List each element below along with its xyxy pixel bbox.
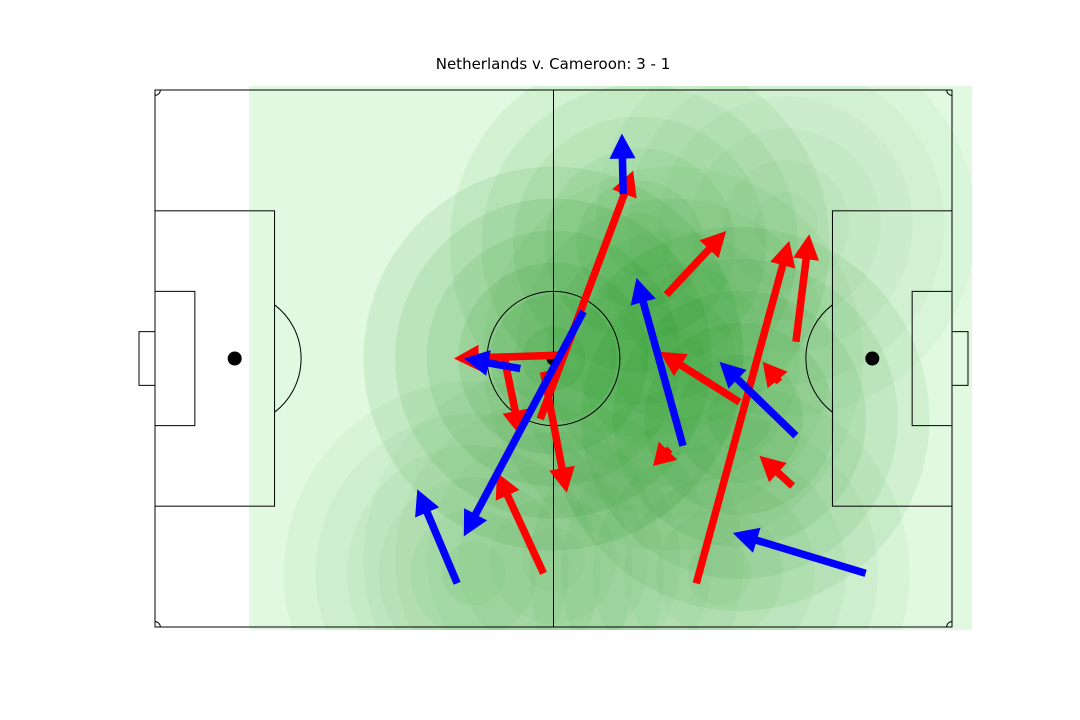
- left-goal: [138, 331, 156, 386]
- corner-arc: [154, 89, 161, 96]
- density-contour: [544, 148, 735, 341]
- pass-arrow: [500, 354, 528, 436]
- pass-arrow: [463, 309, 587, 537]
- density-layer: [249, 86, 972, 630]
- density-base: [249, 86, 972, 630]
- right-goal: [951, 331, 969, 386]
- chart-title: Netherlands v. Cameroon: 3 - 1: [435, 55, 671, 73]
- density-contour: [608, 212, 672, 277]
- corner-arc: [946, 89, 953, 96]
- pass-arrow: [659, 351, 742, 406]
- pass-arrow: [759, 455, 796, 489]
- density-contour: [576, 180, 704, 309]
- pass-arrow: [653, 441, 678, 466]
- pass-arrow: [719, 361, 799, 439]
- right-penalty-arc: [805, 304, 833, 413]
- corner-arc: [154, 621, 161, 628]
- corner-arc: [946, 621, 953, 628]
- pass-arrow: [732, 527, 867, 577]
- pass-arrow: [495, 472, 547, 575]
- density-contour: [481, 86, 799, 405]
- pass-arrow: [539, 371, 575, 493]
- left-penalty-spot: [227, 351, 242, 366]
- arrows-layer: [415, 133, 867, 585]
- pass-arrow: [630, 277, 687, 447]
- pass-arrow: [692, 241, 796, 585]
- pass-arrow: [415, 489, 461, 585]
- pass-arrow: [463, 350, 521, 376]
- right-penalty-spot: [865, 351, 880, 366]
- pass-arrow: [792, 234, 819, 343]
- density-contour: [449, 86, 830, 437]
- pass-arrow: [762, 361, 788, 389]
- left-six-yard-box: [154, 290, 196, 427]
- left-penalty-arc: [274, 304, 302, 413]
- pass-arrow: [609, 133, 636, 195]
- density-contour: [513, 116, 767, 373]
- pass-arrow: [663, 231, 727, 298]
